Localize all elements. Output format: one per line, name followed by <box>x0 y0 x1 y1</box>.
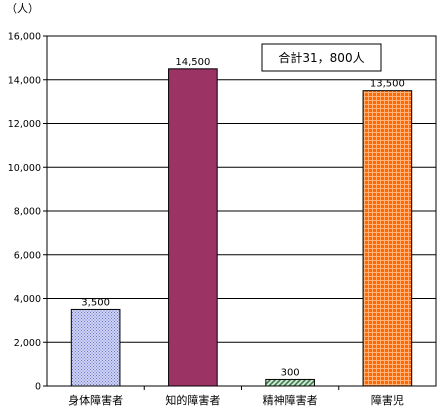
y-tick-labels: 0 2,000 4,000 6,000 8,000 10,000 12,000 14,000 1… <box>8 32 41 393</box>
total-annotation-box: 合計31，800人 <box>261 43 382 72</box>
x-tick-label: 知的障害者 <box>165 393 220 407</box>
y-tick-label: 8,000 <box>14 207 41 218</box>
gridlines <box>47 35 436 343</box>
y-tick-label: 6,000 <box>14 250 41 261</box>
x-tick-label: 精神障害者 <box>263 393 318 407</box>
data-label: 300 <box>281 367 300 378</box>
y-tick-label: 4,000 <box>14 294 41 305</box>
bar-4 <box>362 90 413 387</box>
bars <box>70 68 413 387</box>
data-label: 14,500 <box>175 57 210 68</box>
data-label: 3,500 <box>81 297 110 308</box>
y-tick-label: 0 <box>35 382 41 393</box>
y-tick-label: 16,000 <box>8 32 41 43</box>
axes <box>43 35 437 390</box>
y-tick-label: 14,000 <box>8 75 41 86</box>
y-tick-label: 2,000 <box>14 338 41 349</box>
bar-1 <box>70 308 121 387</box>
y-tick-label: 10,000 <box>8 163 41 174</box>
bar-3 <box>265 378 315 387</box>
x-tick-labels: 身体障害者 知的障害者 精神障害者 障害児 <box>68 393 404 407</box>
data-label: 13,500 <box>370 79 405 90</box>
x-tick-label: 障害児 <box>371 393 404 407</box>
bar-2 <box>168 68 218 387</box>
y-axis-unit-label: （人） <box>6 2 39 15</box>
y-tick-label: 12,000 <box>8 119 41 130</box>
data-labels: 3,500 14,500 300 13,500 <box>81 57 405 379</box>
x-tick-label: 身体障害者 <box>68 393 123 407</box>
total-annotation: 合計31，800人 <box>278 50 364 65</box>
